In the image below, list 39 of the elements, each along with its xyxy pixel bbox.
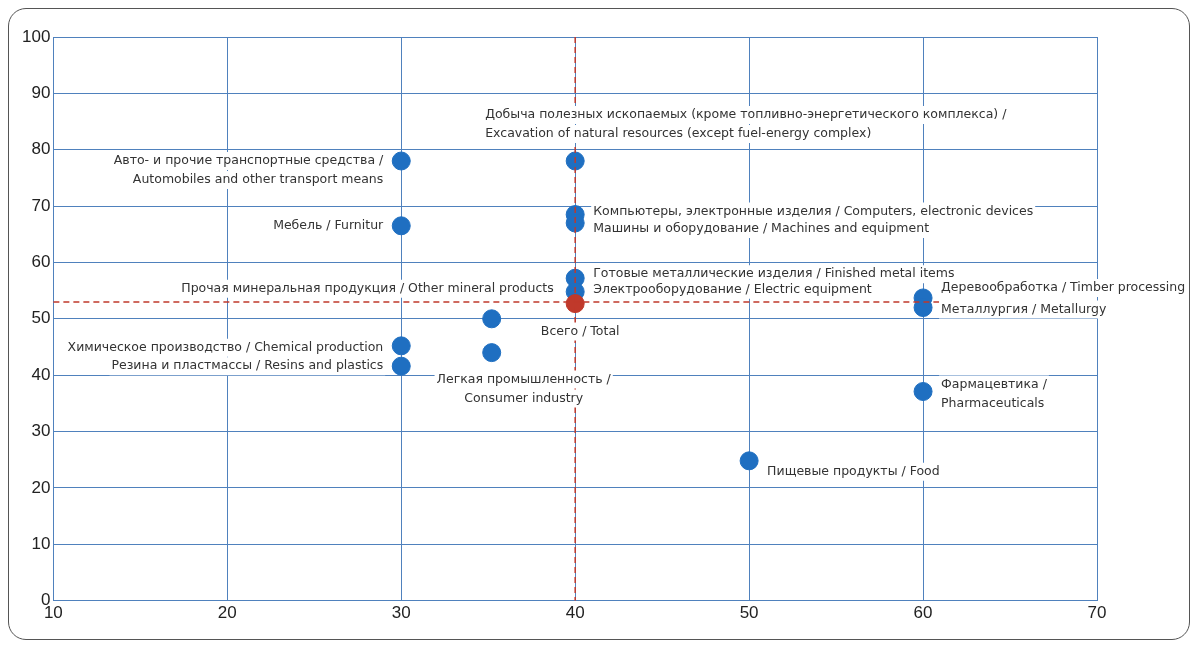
annotation: Авто- и прочие транспортные средства / Automobiles and other transport means: [113, 152, 385, 187]
point: [482, 309, 502, 329]
y-tick-label: 10: [31, 533, 51, 553]
x-tick-label: 30: [391, 603, 411, 623]
annotation: Фармацевтика / Pharmaceuticals: [941, 375, 1048, 410]
point: [391, 151, 411, 171]
annotation: Прочая минеральная продукция / Other mineral products: [181, 280, 554, 296]
annotation: Готовые металлические изделия / Finished metal items: [593, 265, 955, 281]
x-tick-label: 50: [739, 603, 759, 623]
annotation: Пищевые продукты / Food: [767, 463, 940, 479]
y-tick-label: 30: [31, 421, 51, 441]
y-tick-label: 40: [31, 364, 51, 384]
x-tick-label: 70: [1087, 603, 1107, 623]
annotation: Электрооборудование / Electric equipment: [593, 281, 872, 296]
annotation: Металлургия / Metallurgy: [941, 300, 1107, 316]
y-tick-label: 80: [31, 139, 51, 159]
annotation: Всего / Total: [540, 322, 620, 338]
point: [391, 356, 411, 376]
y-tick-label: 90: [31, 83, 51, 103]
y-tick-label: 60: [31, 252, 51, 272]
point: [913, 382, 933, 401]
annotation: Химическое производство / Chemical production: [67, 339, 384, 355]
annotation: Мебель / Furnitur: [273, 217, 385, 233]
x-tick-label: 20: [217, 603, 237, 623]
y-tick-label: 100: [21, 26, 51, 46]
y-tick-label: 70: [31, 195, 51, 215]
annotation: Деревообработка / Timber processing: [941, 279, 1186, 295]
annotation: Машины и оборудование / Machines and equipment: [593, 220, 930, 236]
point: [739, 451, 759, 471]
point: [565, 151, 585, 171]
annotation: Добыча полезных ископаемых (кроме топливно-энергетического комплекса) / Excavation of natural resources (except fuel-energy complex): [485, 106, 1008, 141]
point: [482, 343, 502, 363]
annotation: Компьютеры, электронные изделия / Computers, electronic devices: [593, 202, 1034, 218]
x-tick-label: 60: [913, 603, 933, 623]
y-tick-label: 50: [31, 308, 51, 328]
y-tick-label: 20: [31, 477, 51, 497]
point: [391, 216, 411, 236]
point: [391, 336, 411, 356]
x-tick-label: 40: [565, 603, 585, 623]
